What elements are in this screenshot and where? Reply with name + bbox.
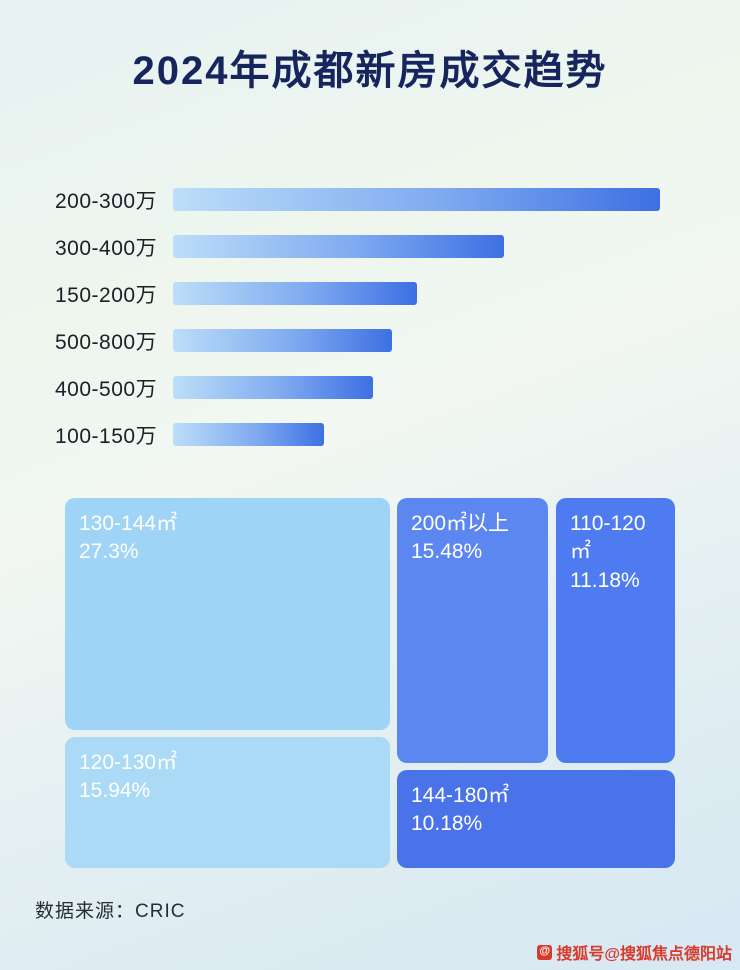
treemap-block-label: 120-130㎡: [79, 751, 178, 774]
bar-category-label: 200-300万: [55, 189, 158, 213]
treemap-block-value: 11.18%: [570, 568, 640, 592]
treemap-block-label: 130-144㎡: [79, 512, 178, 535]
bar-row: 100-150万: [55, 411, 685, 458]
bar-category-label: 150-200万: [55, 283, 158, 307]
bar: [173, 423, 324, 446]
sohu-logo-icon: [537, 944, 553, 960]
bar-row: 400-500万: [55, 364, 685, 411]
treemap-block-label: 144-180㎡: [411, 784, 510, 807]
treemap-block-label: 110-120㎡: [570, 512, 646, 564]
bar-track: [173, 329, 660, 352]
watermark: 搜狐号@搜狐焦点德阳站: [537, 940, 732, 964]
bar-category-label: 300-400万: [55, 236, 158, 260]
treemap-block: 130-144㎡ 27.3%: [65, 498, 390, 730]
bar-track: [173, 282, 660, 305]
bar-row: 200-300万: [55, 176, 685, 223]
watermark-text: 搜狐号@搜狐焦点德阳站: [556, 946, 732, 963]
data-source-label: 数据来源：CRIC: [35, 901, 186, 922]
bar: [173, 235, 505, 258]
bar-track: [173, 188, 660, 211]
treemap-block-value: 27.3%: [79, 540, 139, 564]
bar-category-label: 400-500万: [55, 377, 158, 401]
bar: [173, 282, 417, 305]
treemap-block-value: 15.94%: [79, 779, 151, 803]
bar-row: 300-400万: [55, 223, 685, 270]
treemap-block: 144-180㎡ 10.18%: [397, 770, 675, 868]
unit-area-treemap: 130-144㎡ 27.3% 200㎡以上 15.48% 110-120㎡ 11.18% 1…: [65, 498, 675, 868]
treemap-block-value: 10.18%: [411, 812, 483, 836]
bar-track: [173, 376, 660, 399]
bar-category-label: 100-150万: [55, 424, 158, 448]
treemap-block: 120-130㎡ 15.94%: [65, 737, 390, 868]
treemap-block-label: 200㎡以上: [411, 512, 510, 535]
treemap-block: 110-120㎡ 11.18%: [556, 498, 675, 763]
bar-row: 500-800万: [55, 317, 685, 364]
bar-category-label: 500-800万: [55, 330, 158, 354]
treemap-block: 200㎡以上 15.48%: [397, 498, 548, 763]
price-band-bar-chart: 200-300万 300-400万 150-200万 500-800万 400-500万…: [55, 176, 685, 458]
bar-track: [173, 423, 660, 446]
bar-row: 150-200万: [55, 270, 685, 317]
treemap-block-value: 15.48%: [411, 540, 483, 564]
bar-track: [173, 235, 660, 258]
bar: [173, 376, 373, 399]
bar: [173, 188, 660, 211]
page-title: 2024年成都新房成交趋势: [132, 49, 608, 93]
bar: [173, 329, 393, 352]
